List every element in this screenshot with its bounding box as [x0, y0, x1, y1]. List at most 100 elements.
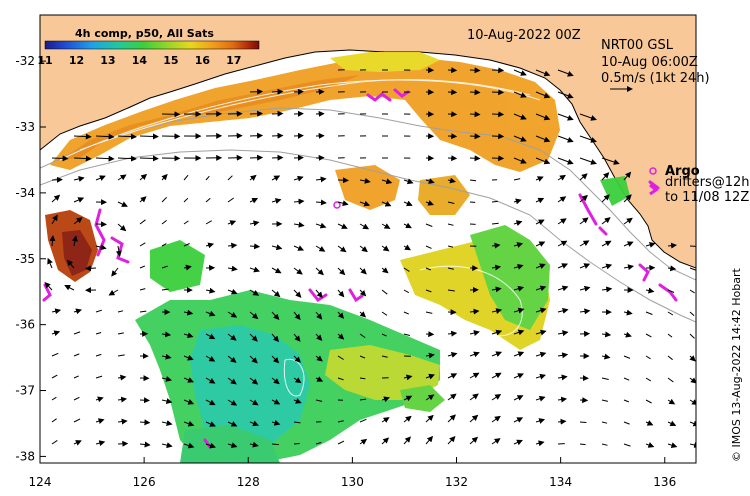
current-vector-arrow	[183, 399, 195, 405]
drifter-legend-line1: drifters@12h	[665, 175, 750, 190]
current-vector-arrow	[447, 245, 454, 248]
current-vector-arrow	[381, 396, 390, 403]
current-vector-arrow	[403, 395, 413, 402]
current-vector-arrow	[425, 245, 432, 249]
current-vector-arrow	[425, 289, 432, 293]
current-vector-arrow	[513, 417, 524, 423]
current-vector-arrow	[315, 222, 327, 229]
current-vector-arrow	[667, 289, 675, 293]
current-vector-arrow	[337, 223, 348, 229]
current-vector-arrow	[689, 377, 696, 384]
current-vector-arrow	[271, 419, 281, 426]
current-vector-arrow	[249, 110, 264, 117]
current-vector-arrow	[227, 377, 237, 385]
current-vector-arrow	[117, 418, 128, 425]
colorbar-ticks: 11 12 13 14 15 16 17	[37, 54, 241, 67]
current-vector-arrow	[469, 67, 481, 74]
current-vector-arrow	[491, 222, 499, 225]
current-vector-arrow	[535, 263, 546, 270]
current-vector-arrow	[645, 311, 653, 315]
current-vector-arrow	[645, 377, 652, 382]
current-vector-arrow	[425, 200, 435, 206]
current-vector-arrow	[139, 196, 147, 203]
current-vector-arrow	[249, 88, 264, 95]
current-vector-arrow	[293, 333, 301, 342]
current-vector-arrow	[271, 267, 282, 274]
current-vector-arrow	[249, 132, 264, 139]
current-vector-arrow	[271, 311, 280, 321]
current-vector-arrow	[139, 173, 148, 181]
current-vector-arrow	[271, 110, 284, 117]
current-vector-arrow	[315, 289, 323, 298]
longitude-axis: 124 126 128 130 132 134 136	[29, 457, 676, 489]
land-mass	[40, 15, 696, 269]
current-vector-arrow	[183, 442, 195, 449]
colorbar-tick-label: 14	[132, 54, 148, 67]
colorbar-title: 4h comp, p50, All Sats	[75, 27, 214, 40]
current-vector-arrow	[557, 263, 569, 269]
current-vector-arrow	[161, 243, 167, 247]
current-vector-arrow	[557, 157, 574, 165]
current-vector-arrow	[337, 311, 345, 319]
current-vector-arrow	[557, 69, 574, 77]
current-vector-arrow	[359, 333, 366, 339]
current-vector-arrow	[73, 175, 85, 182]
bathymetry-contours	[40, 107, 696, 323]
current-vector-arrow	[447, 373, 458, 379]
sst-patch-south-green	[180, 425, 280, 463]
current-vector-arrow	[117, 374, 127, 381]
current-vector-arrow	[535, 241, 546, 247]
current-vector-arrow	[447, 435, 456, 445]
current-vector-arrow	[601, 443, 608, 446]
current-vector-arrow	[359, 311, 367, 318]
current-vector-arrow	[579, 308, 591, 315]
current-vector-arrow	[513, 220, 523, 226]
current-vector-arrow	[183, 243, 190, 247]
current-vector-arrow	[645, 242, 656, 248]
lon-tick-label: 136	[653, 475, 676, 489]
current-vector-arrow	[315, 245, 326, 252]
current-vector-arrow	[51, 330, 61, 337]
current-vector-arrow	[161, 173, 168, 181]
current-vector-arrow	[601, 172, 610, 181]
current-vector-arrow	[271, 132, 284, 139]
current-vector-arrow	[183, 309, 194, 316]
current-vector-arrow	[359, 267, 367, 275]
current-vector-arrow	[271, 398, 281, 405]
current-vector-arrow	[117, 396, 128, 403]
current-vector-arrow	[667, 377, 674, 383]
current-vector-arrow	[557, 240, 568, 247]
current-vector-arrow	[557, 396, 568, 403]
current-vector-arrow	[249, 266, 260, 273]
current-vector-arrow	[117, 440, 129, 447]
current-vector-arrow	[73, 133, 92, 140]
current-vector-arrow	[183, 174, 189, 181]
current-vector-arrow	[447, 267, 455, 270]
current-vector-arrow	[535, 285, 547, 292]
current-vector-arrow	[293, 267, 303, 275]
current-vector-arrow	[513, 351, 525, 358]
colorbar-tick-label: 12	[69, 54, 84, 67]
current-vector-arrow	[205, 442, 216, 449]
current-vector-arrow	[359, 289, 367, 297]
current-vector-arrow	[95, 353, 102, 357]
current-vector-arrow	[447, 289, 455, 292]
current-vector-arrow	[623, 421, 630, 425]
current-vector-arrow	[359, 355, 366, 359]
current-vector-arrow	[469, 351, 480, 358]
current-vector-arrow	[381, 178, 393, 185]
current-vector-arrow	[491, 438, 501, 445]
current-vector-arrow	[359, 223, 370, 230]
current-vector-arrow	[117, 174, 127, 181]
current-vector-arrow	[557, 135, 574, 143]
current-vector-arrow	[139, 133, 159, 140]
sst-patch-yellowgreen	[325, 345, 440, 400]
sst-isotherms	[59, 79, 541, 397]
current-vector-arrow	[535, 135, 551, 143]
current-vector-arrow	[227, 311, 238, 318]
current-vector-arrow	[557, 218, 567, 225]
current-vector-arrow	[425, 267, 431, 271]
drifter-legend-marker	[649, 183, 659, 196]
current-vector-arrow	[535, 113, 551, 121]
current-vector-arrow	[403, 244, 411, 251]
